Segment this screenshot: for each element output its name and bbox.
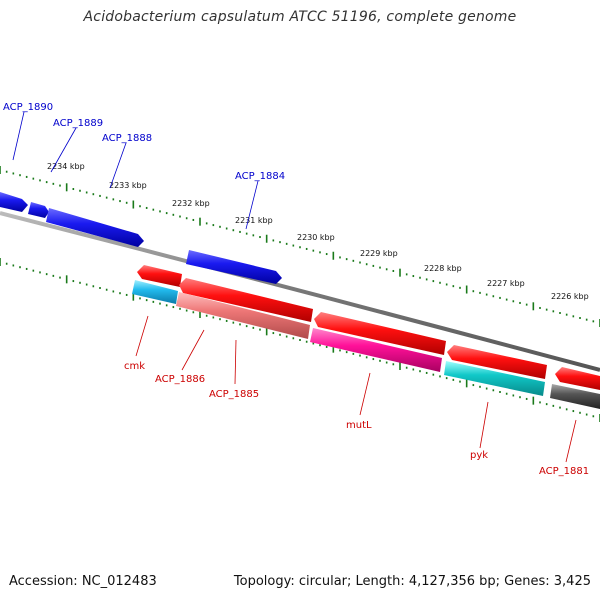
leader-line-acp1881	[565, 419, 577, 463]
kbp-labels: 2234 kbp 2233 kbp 2232 kbp 2231 kbp 2230…	[47, 162, 589, 301]
forward-strand	[0, 192, 282, 284]
leader-line-acp1889	[50, 127, 77, 173]
gene-bar-mutl[interactable]	[310, 328, 442, 372]
gene-label-mutl[interactable]: mutL	[346, 420, 372, 431]
gene-arrow-reverse-1[interactable]	[137, 265, 182, 287]
leader-line-acp1890	[12, 111, 25, 161]
kbp-label: 2229 kbp	[360, 249, 398, 258]
genome-title: Acidobacterium capsulatum ATCC 51196, co…	[83, 9, 517, 25]
gene-arrow-acp1889[interactable]	[46, 208, 144, 247]
leader-line-mutl	[359, 372, 371, 416]
gene-label-acp1890[interactable]: ACP_1890	[3, 102, 53, 113]
leader-line-acp1886	[181, 329, 205, 371]
leader-line-acp1884	[245, 180, 259, 230]
accession-text: Accession: NC_012483	[9, 574, 157, 589]
gene-bar-acp1886[interactable]	[176, 292, 310, 339]
forward-leaders	[12, 111, 259, 230]
gene-label-pyk[interactable]: pyk	[470, 450, 488, 461]
reverse-strand	[137, 265, 600, 390]
leader-line-acp1888	[109, 142, 127, 189]
kbp-label: 2231 kbp	[235, 216, 273, 225]
gene-arrow-reverse-5[interactable]	[555, 367, 600, 390]
genome-summary-text: Topology: circular; Length: 4,127,356 bp…	[233, 574, 591, 589]
feature-track	[132, 280, 600, 409]
gene-label-acp1888[interactable]: ACP_1888	[102, 133, 152, 144]
gene-arrow-forward-small[interactable]	[28, 202, 49, 218]
gene-arrow-acp1890[interactable]	[0, 192, 28, 212]
leader-line-cmk	[135, 315, 149, 357]
kbp-label: 2226 kbp	[551, 292, 589, 301]
leader-line-pyk	[479, 401, 489, 449]
gene-label-acp1886[interactable]: ACP_1886	[155, 374, 205, 385]
kbp-label: 2230 kbp	[297, 233, 335, 242]
gene-arrow-reverse-4[interactable]	[447, 345, 547, 379]
gene-label-cmk[interactable]: cmk	[124, 361, 145, 372]
inner-tick-track	[0, 258, 600, 422]
kbp-label: 2227 kbp	[487, 279, 525, 288]
forward-labels: ACP_1890 ACP_1889 ACP_1888 ACP_1884	[3, 102, 285, 182]
gene-arrow-acp1884[interactable]	[186, 250, 282, 284]
gene-label-acp1889[interactable]: ACP_1889	[53, 118, 103, 129]
leader-line-acp1885	[234, 339, 237, 385]
gene-bar-acp1881[interactable]	[550, 384, 600, 409]
genome-backbone	[0, 211, 600, 372]
gene-label-acp1881[interactable]: ACP_1881	[539, 466, 589, 477]
gene-label-acp1884[interactable]: ACP_1884	[235, 171, 285, 182]
kbp-label: 2234 kbp	[47, 162, 85, 171]
gene-arrow-reverse-2[interactable]	[179, 278, 313, 322]
feature-labels: cmk ACP_1886 ACP_1885 mutL pyk ACP_1881	[124, 361, 589, 477]
kbp-label: 2233 kbp	[109, 181, 147, 190]
gene-label-acp1885[interactable]: ACP_1885	[209, 389, 259, 400]
gene-bar-pyk[interactable]	[444, 361, 545, 396]
outer-tick-track	[0, 166, 600, 327]
gene-bar-cmk[interactable]	[132, 280, 178, 304]
kbp-label: 2228 kbp	[424, 264, 462, 273]
kbp-label: 2232 kbp	[172, 199, 210, 208]
gene-arrow-reverse-3[interactable]	[314, 312, 446, 355]
feature-leaders	[135, 315, 577, 463]
